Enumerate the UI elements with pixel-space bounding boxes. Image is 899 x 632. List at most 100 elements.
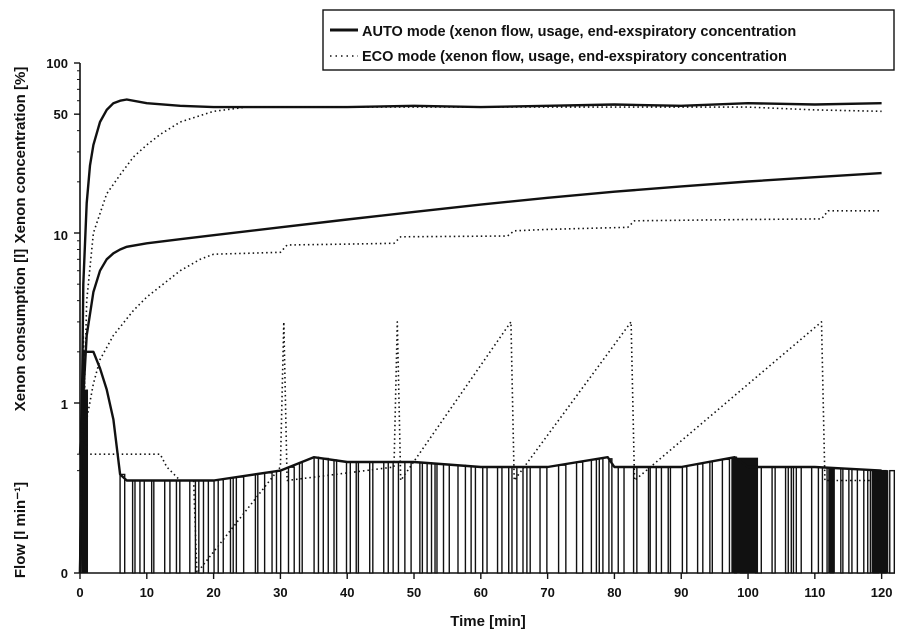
flow-pulse-bar — [795, 466, 802, 574]
flow-pulse-bar — [889, 469, 896, 574]
flow-pulse-bar — [175, 479, 181, 574]
flow-pulse-bar — [771, 466, 776, 574]
flow-dense-block — [828, 467, 835, 573]
flow-pulse-bar — [404, 461, 412, 574]
flow-pulse-bar — [856, 468, 865, 574]
x-ticks: 0 10 20 30 40 50 60 70 80 90 100 110 120 — [76, 573, 892, 600]
x-axis-title: Time [min] — [450, 613, 526, 630]
flow-pulse-bar — [333, 459, 338, 574]
legend-label-auto: AUTO mode (xenon flow, usage, end-exspir… — [362, 24, 796, 40]
flow-pulse-bar — [419, 461, 424, 574]
flow-pulse-bar — [263, 472, 273, 574]
flow-pulse-bar — [383, 461, 389, 574]
flow-pulse-bar — [867, 469, 872, 574]
flow-pulse-bar — [392, 461, 400, 574]
flow-pulse-bar — [496, 466, 503, 574]
x-tick-label: 10 — [140, 585, 154, 600]
flow-pulse-bar — [355, 461, 360, 574]
flow-pulse-bar — [721, 458, 731, 574]
flow-dense-block — [81, 389, 89, 573]
y-ticks — [74, 62, 80, 574]
flow-pulse-bar — [508, 466, 513, 574]
flow-pulse-bar — [164, 479, 171, 574]
x-tick-label: 0 — [76, 585, 83, 600]
x-tick-label: 110 — [804, 585, 825, 600]
x-tick-label: 80 — [607, 585, 621, 600]
flow-pulse-bar — [198, 479, 205, 574]
y-axis-title-flow: Flow [l min⁻¹] — [12, 482, 29, 578]
flow-dense-block — [731, 457, 759, 573]
legend-label-eco: ECO mode (xenon flow, usage, end-exspira… — [362, 49, 787, 65]
series-line-2-auto — [78, 171, 882, 455]
y-tick-label-1: 1 — [61, 397, 68, 412]
series-line-5-eco — [79, 321, 882, 574]
flow-pulse-bar — [655, 466, 663, 574]
flow-pulse-bar — [526, 466, 531, 574]
flow-pulse-bar — [681, 466, 688, 574]
flow-pulse-bar — [369, 461, 374, 574]
flow-pulse-bar — [345, 461, 351, 574]
flow-pulse-bar — [810, 466, 820, 574]
flow-pulse-bar — [598, 457, 604, 574]
x-tick-label: 40 — [340, 585, 354, 600]
flow-pulse-bar — [848, 468, 853, 574]
flow-pulse-bar — [457, 464, 467, 574]
flow-pulse-bar — [235, 476, 245, 574]
flow-pulse-bar — [482, 466, 488, 574]
flow-pulse-bar — [426, 462, 433, 574]
y-tick-label-100: 100 — [46, 56, 68, 71]
legend: AUTO mode (xenon flow, usage, end-exspir… — [322, 9, 895, 71]
flow-pulse-bar — [590, 459, 598, 574]
flow-pulse-bar — [790, 466, 795, 574]
y-axis-title-consumption: Xenon consumption [l] — [12, 249, 29, 412]
x-tick-label: 70 — [540, 585, 554, 600]
flow-pulse-bar — [287, 466, 295, 574]
flow-pulse-bar — [557, 464, 567, 574]
series-layer — [78, 98, 882, 574]
flow-pulse-bar — [617, 466, 625, 574]
series-line-0-auto — [78, 98, 882, 574]
x-tick-label: 90 — [674, 585, 688, 600]
flow-pulse-bar — [821, 466, 828, 574]
flow-pulse-bar — [667, 466, 672, 574]
flow-pulse-bar — [313, 456, 320, 574]
x-tick-label: 50 — [407, 585, 421, 600]
flow-pulse-bar — [608, 458, 613, 574]
flow-pulse-bar — [539, 466, 548, 574]
x-tick-label: 60 — [474, 585, 488, 600]
flow-pulse-bar — [575, 461, 584, 574]
flow-pulse-bar — [696, 463, 704, 574]
flow-dense-block — [871, 470, 889, 573]
series-line-1-eco — [79, 106, 882, 574]
x-tick-label: 20 — [206, 585, 220, 600]
flow-pulse-bar — [784, 466, 789, 574]
y-axis-title-concentration: Xenon concentration [%] — [12, 67, 29, 244]
flow-pulse-bar — [207, 479, 215, 574]
flow-pulse-bar — [119, 473, 126, 574]
flow-pulse-bar — [516, 466, 524, 574]
flow-pulse-bar — [254, 473, 259, 574]
series-line-4-auto — [78, 350, 882, 574]
x-tick-label: 100 — [737, 585, 759, 600]
flow-pulse-bar — [647, 466, 651, 574]
flow-pulse-bar — [470, 465, 477, 574]
flow-pulse-bar — [217, 479, 224, 574]
flow-pulse-bar — [840, 467, 844, 574]
flow-pulse-bar — [229, 477, 234, 574]
y-tick-label-10: 10 — [54, 228, 68, 243]
x-tick-label: 30 — [273, 585, 287, 600]
flow-pulse-bar — [442, 463, 450, 574]
y-tick-label-50: 50 — [54, 107, 68, 122]
y-tick-label-0: 0 — [61, 566, 68, 581]
x-tick-label: 120 — [871, 585, 893, 600]
flow-pulse-bar — [434, 462, 438, 574]
flow-pulse-bar — [275, 470, 282, 574]
flow-bars — [81, 389, 896, 574]
flow-pulse-bar — [632, 466, 638, 574]
flow-pulse-bar — [139, 479, 145, 574]
legend-box — [322, 9, 895, 71]
flow-pulse-bar — [131, 479, 136, 574]
flow-pulse-bar — [709, 460, 713, 574]
flow-pulse-bar — [150, 479, 155, 574]
